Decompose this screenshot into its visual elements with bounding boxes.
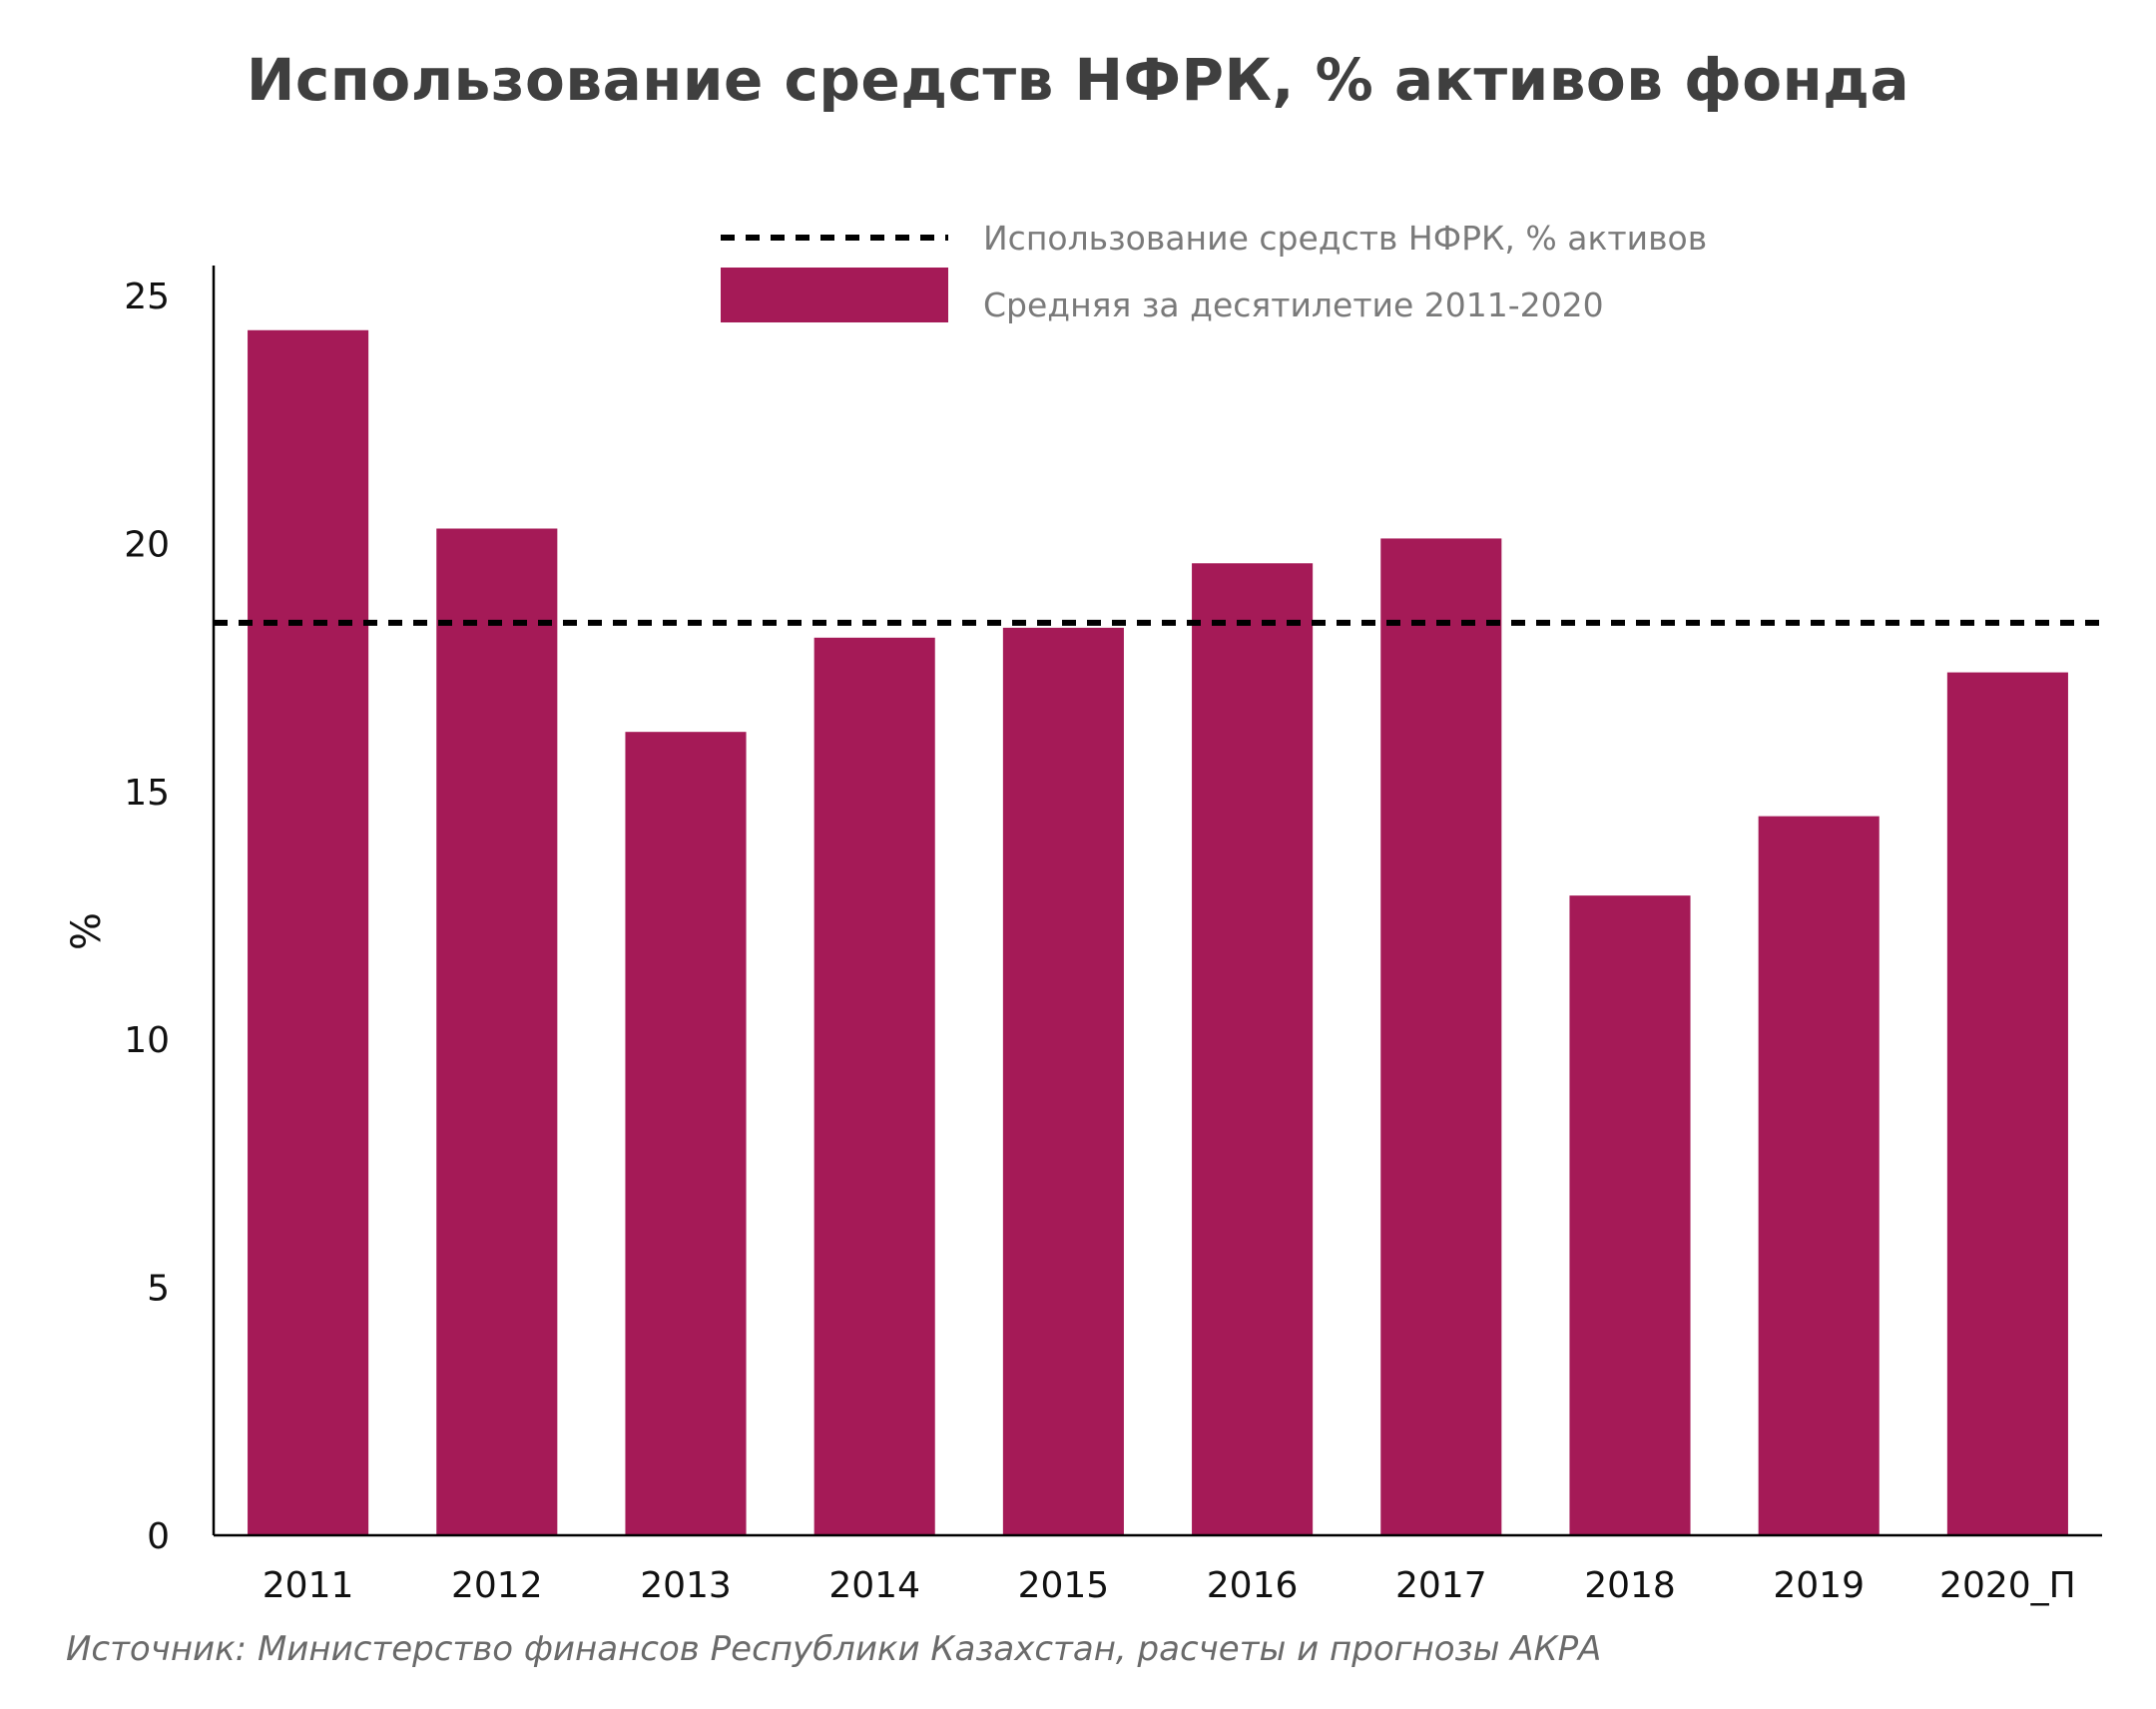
- bar-2019: [1758, 816, 1880, 1535]
- legend-label-bars: Средняя за десятилетие 2011-2020: [983, 285, 1604, 324]
- chart-title: Использование средств НФРК, % активов фо…: [246, 46, 1910, 114]
- x-tick-label-2017: 2017: [1395, 1565, 1487, 1606]
- x-tick-label-2016: 2016: [1207, 1565, 1299, 1606]
- y-axis-title: %: [64, 912, 110, 950]
- y-tick-label-25: 25: [124, 277, 170, 317]
- x-tick-label-2012: 2012: [451, 1565, 543, 1606]
- legend: Использование средств НФРК, % активов Ср…: [721, 219, 1707, 324]
- source-note: Источник: Министерство финансов Республи…: [66, 1629, 1602, 1669]
- y-tick-label-0: 0: [147, 1516, 170, 1557]
- x-tick-label-2018: 2018: [1584, 1565, 1676, 1606]
- x-tick-label-2014: 2014: [828, 1565, 920, 1606]
- bar-2018: [1569, 895, 1691, 1535]
- x-tick-label-2011: 2011: [263, 1565, 354, 1606]
- bar-2020_П: [1946, 672, 2068, 1535]
- x-tick-label-2020_П: 2020_П: [1939, 1565, 2076, 1606]
- bar-2012: [436, 528, 558, 1535]
- y-tick-label-15: 15: [124, 773, 170, 814]
- legend-label-reference-line: Использование средств НФРК, % активов: [983, 219, 1707, 258]
- bar-2017: [1380, 538, 1502, 1535]
- y-tick-label-10: 10: [124, 1020, 170, 1061]
- bar-2014: [813, 637, 935, 1535]
- y-tick-label-5: 5: [147, 1269, 170, 1310]
- x-tick-label-2013: 2013: [640, 1565, 732, 1606]
- y-tick-label-20: 20: [124, 524, 170, 565]
- bar-2013: [625, 732, 747, 1535]
- plot-area: 2011 2012 2013 2014 2015 2016 2017 2018 2019 2020…: [124, 266, 2102, 1606]
- bar-2015: [1002, 627, 1124, 1535]
- bar-2011: [248, 329, 369, 1535]
- legend-bar-swatch: [721, 268, 948, 322]
- bar-2016: [1192, 563, 1314, 1535]
- x-tick-label-2019: 2019: [1773, 1565, 1865, 1606]
- x-tick-label-2015: 2015: [1018, 1565, 1110, 1606]
